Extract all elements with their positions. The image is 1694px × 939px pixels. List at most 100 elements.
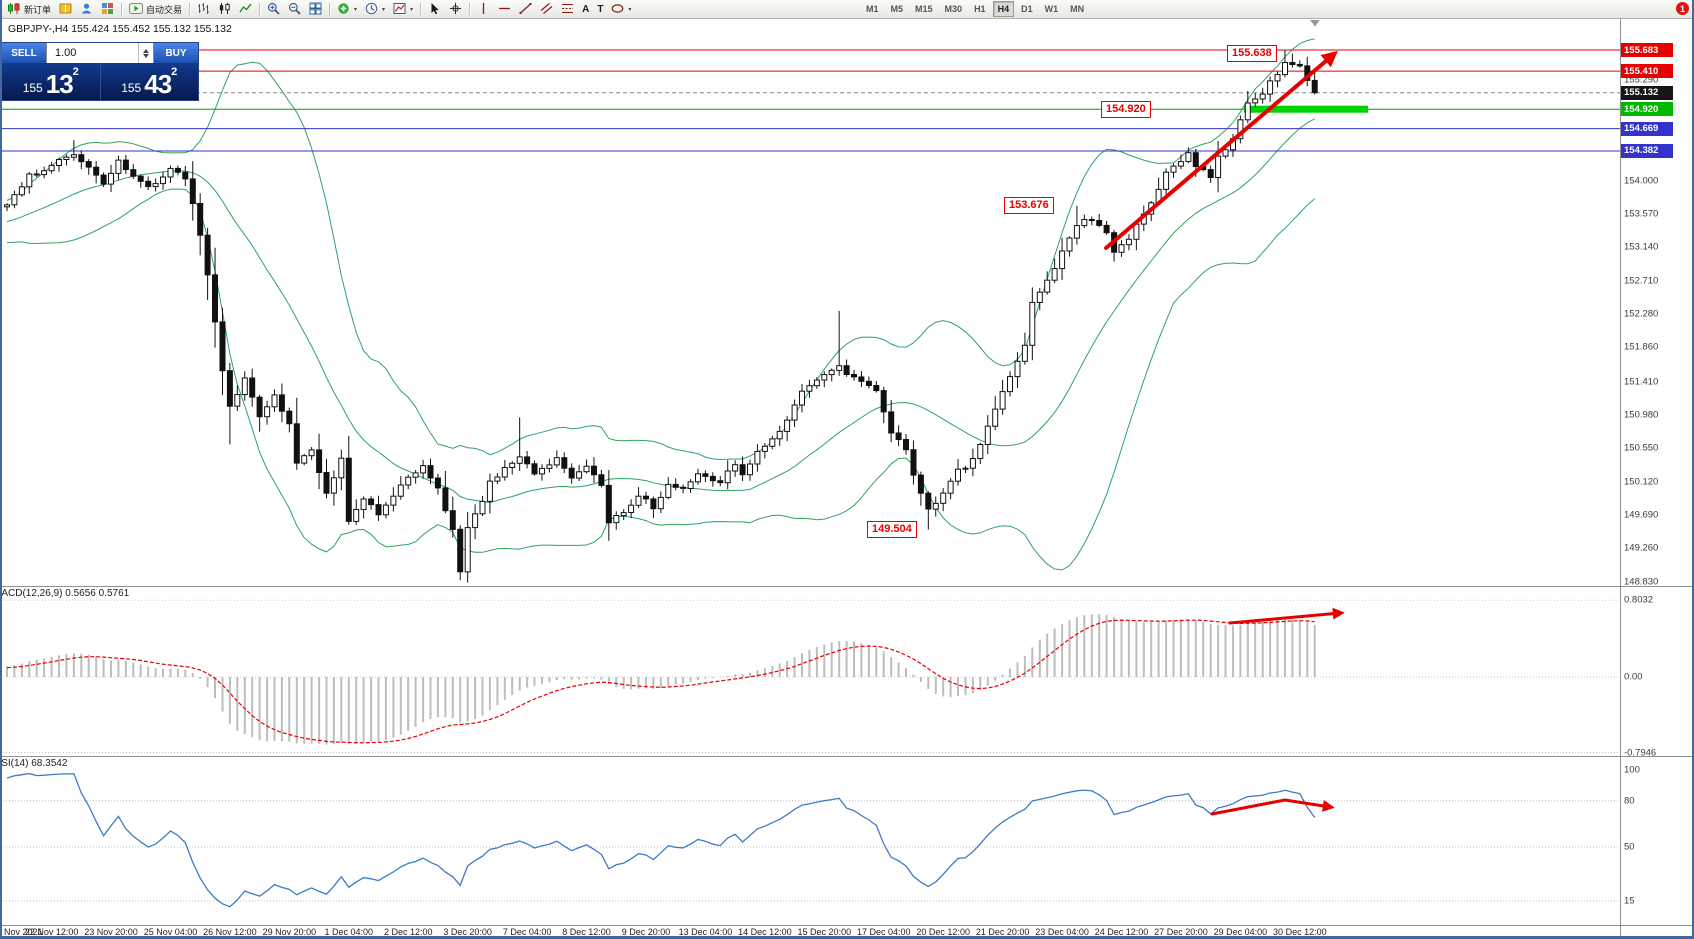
- fibonacci-tool-button[interactable]: [557, 0, 578, 18]
- price-annotation[interactable]: 154.920: [1101, 101, 1151, 118]
- bar-chart-type-button[interactable]: [193, 0, 214, 18]
- time-axis-separator: [0, 925, 1694, 926]
- label-tool-button[interactable]: T: [593, 0, 607, 18]
- trendline-icon: [519, 2, 532, 17]
- community-icon: [80, 2, 93, 17]
- rsi-label: RSI(14) 68.3542: [0, 758, 68, 769]
- tf-d1-button[interactable]: D1: [1021, 4, 1033, 14]
- zoom-in-button[interactable]: [263, 0, 284, 18]
- time-label: 26 Nov 12:00: [203, 927, 257, 937]
- toolbar-separator: [189, 2, 191, 16]
- time-label: 29 Dec 04:00: [1213, 927, 1268, 937]
- text-tool-icon: A: [582, 3, 590, 15]
- trendline-tool-button[interactable]: [515, 0, 536, 18]
- new-order-label: 新订单: [24, 4, 52, 15]
- price-annotation[interactable]: 155.638: [1227, 45, 1277, 62]
- candle-chart-type-button[interactable]: [214, 0, 235, 18]
- new-order-button[interactable]: 新订单: [3, 0, 55, 18]
- auto-trading-button[interactable]: 自动交易: [125, 0, 186, 18]
- price-tick: 151.410: [1624, 376, 1659, 388]
- one-click-trading-panel: SELL 1.00 BUY 155 13 2 155 43 2: [1, 42, 199, 101]
- shapes-icon: [611, 2, 624, 17]
- price-tick: 151.860: [1624, 341, 1659, 353]
- tile-windows-button[interactable]: [305, 0, 326, 18]
- bar-chart-icon: [197, 2, 210, 17]
- time-label: 27 Dec 20:00: [1154, 927, 1208, 937]
- price-line-label: 154.920: [1621, 102, 1673, 117]
- rsi-scale-tick: 15: [1624, 895, 1635, 907]
- price-line-label: 154.382: [1621, 143, 1673, 158]
- clock-icon: [365, 2, 378, 17]
- tf-m5-button[interactable]: M5: [890, 4, 904, 14]
- time-label: 2 Dec 12:00: [383, 927, 433, 937]
- tf-h4-button[interactable]: H4: [992, 1, 1015, 17]
- time-label: 3 Dec 20:00: [443, 927, 492, 937]
- channel-tool-button[interactable]: [536, 0, 557, 18]
- templates-button[interactable]: ▾: [389, 0, 417, 18]
- time-label: 22 Nov 12:00: [24, 927, 79, 937]
- notification-badge[interactable]: 1: [1676, 2, 1689, 15]
- candlestick-icon: [218, 2, 231, 17]
- periods-button[interactable]: ▾: [361, 0, 389, 18]
- price-annotation[interactable]: 149.504: [867, 521, 917, 538]
- vertical-line-tool-button[interactable]: [473, 0, 494, 18]
- timeframe-toolbar: M1 M5 M15 M30 H1 H4 D1 W1 MN: [860, 1, 1090, 17]
- ask-price[interactable]: 155 43 2: [101, 63, 199, 100]
- chevron-down-icon: ▾: [382, 6, 386, 13]
- toolbar-separator: [259, 2, 261, 16]
- new-order-icon: [7, 2, 21, 17]
- community-button[interactable]: [76, 0, 97, 18]
- chevron-down-icon: ▾: [354, 6, 358, 13]
- time-label: 30 Dec 12:00: [1273, 927, 1327, 937]
- price-tick: 154.000: [1624, 175, 1659, 187]
- tf-m15-button[interactable]: M15: [915, 4, 933, 14]
- bid-price[interactable]: 155 13 2: [2, 63, 101, 100]
- tf-m30-button[interactable]: M30: [944, 4, 963, 14]
- tf-w1-button[interactable]: W1: [1044, 4, 1059, 14]
- price-annotation[interactable]: 153.676: [1004, 197, 1054, 214]
- time-label: 20 Dec 12:00: [916, 927, 970, 937]
- add-indicator-icon: [337, 2, 350, 17]
- zoom-out-icon: [288, 2, 301, 17]
- tf-m1-button[interactable]: M1: [866, 4, 879, 14]
- tf-h1-button[interactable]: H1: [974, 4, 986, 14]
- spinner-up-icon[interactable]: [143, 48, 149, 53]
- volume-value[interactable]: 1.00: [55, 47, 77, 59]
- ebook-button[interactable]: [55, 0, 76, 18]
- zoom-out-button[interactable]: [284, 0, 305, 18]
- line-chart-type-button[interactable]: [235, 0, 256, 18]
- macd-scale-tick: 0.00: [1624, 671, 1643, 683]
- shapes-tool-button[interactable]: ▾: [607, 0, 635, 18]
- template-icon: [393, 2, 406, 17]
- time-label: 23 Dec 04:00: [1035, 927, 1089, 937]
- horizontal-line-tool-button[interactable]: [494, 0, 515, 18]
- time-label: 17 Dec 04:00: [856, 927, 911, 937]
- text-tool-button[interactable]: A: [578, 0, 593, 18]
- chevron-down-icon: ▾: [410, 6, 414, 13]
- buy-button[interactable]: BUY: [154, 43, 198, 63]
- price-tick: 153.570: [1624, 208, 1659, 220]
- time-label: 13 Dec 04:00: [678, 927, 733, 937]
- main-toolbar: 新订单 自动交易 ▾ ▾ ▾ A T ▾ M1 M5 M15 M30 H1 H4…: [0, 0, 1694, 19]
- volume-stepper[interactable]: [138, 43, 153, 63]
- rsi-panel-separator[interactable]: [0, 756, 1694, 757]
- cursor-button[interactable]: [424, 0, 445, 18]
- chevron-down-icon: ▾: [628, 6, 632, 13]
- channel-icon: [540, 2, 553, 17]
- vertical-line-icon: [477, 2, 490, 17]
- macd-panel-separator[interactable]: [0, 586, 1694, 587]
- price-tick: 152.710: [1624, 275, 1659, 287]
- volume-input[interactable]: 1.00: [46, 43, 154, 63]
- ask-price-big: 43: [144, 69, 172, 99]
- market-widgets-button[interactable]: [97, 0, 118, 18]
- indicators-button[interactable]: ▾: [333, 0, 361, 18]
- spinner-down-icon[interactable]: [143, 53, 149, 58]
- crosshair-button[interactable]: [445, 0, 466, 18]
- time-label: 1 Dec 04:00: [324, 927, 374, 937]
- tf-mn-button[interactable]: MN: [1070, 4, 1085, 14]
- sell-button[interactable]: SELL: [2, 43, 46, 63]
- price-tick: 152.280: [1624, 308, 1659, 320]
- line-chart-icon: [239, 2, 252, 17]
- auto-trading-label: 自动交易: [146, 4, 183, 15]
